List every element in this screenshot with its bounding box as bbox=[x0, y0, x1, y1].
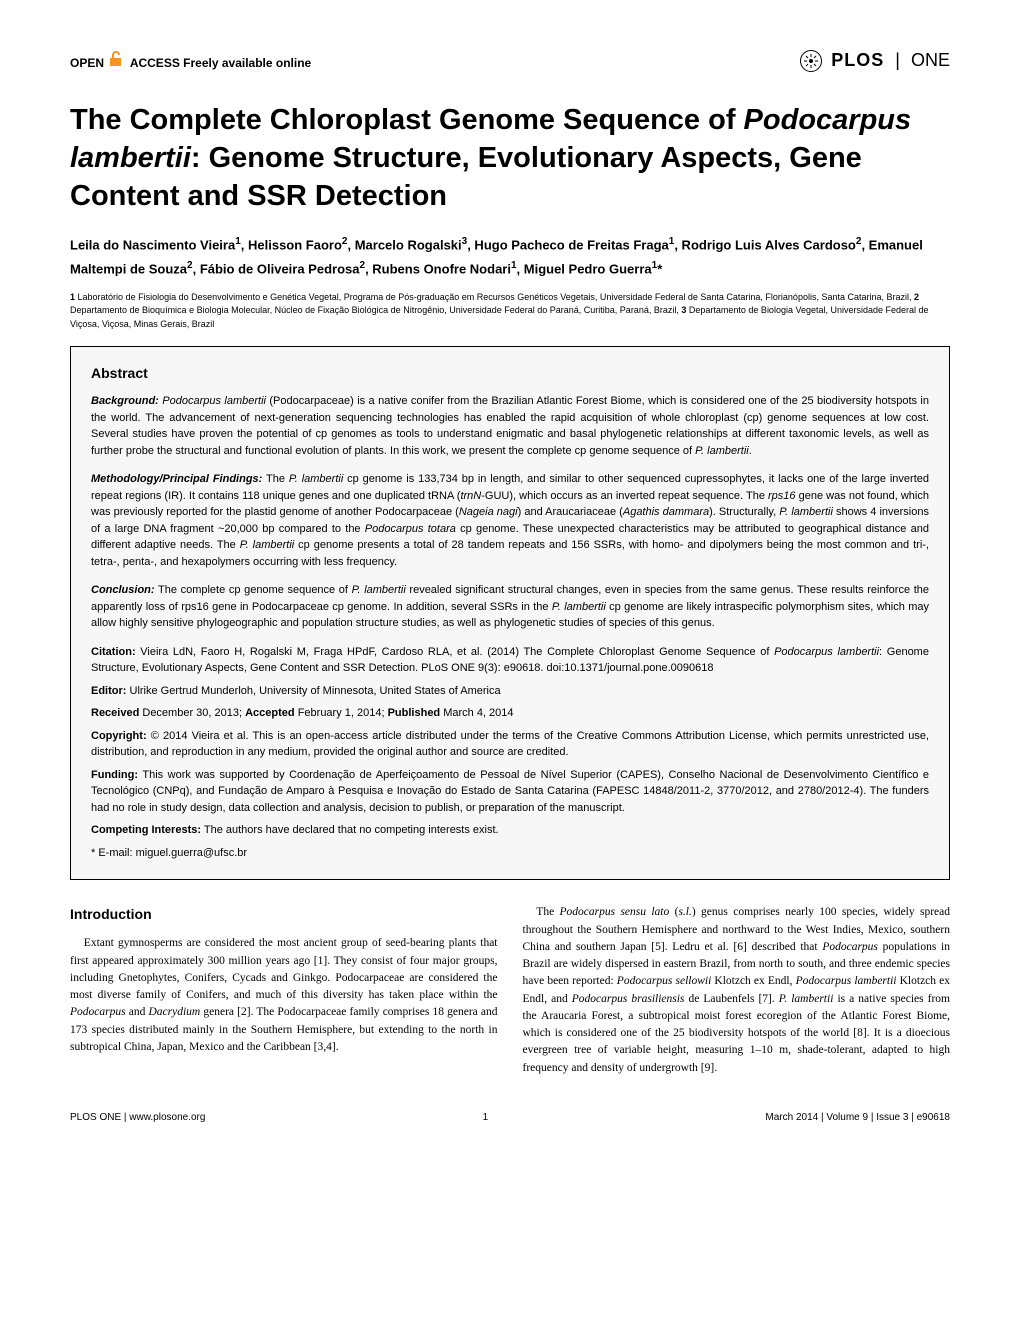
background-label: Background: bbox=[91, 395, 159, 407]
plos-text: PLOS bbox=[831, 50, 884, 70]
body-columns: Introduction Extant gymnosperms are cons… bbox=[70, 904, 950, 1077]
email-text: miguel.guerra@ufsc.br bbox=[133, 847, 248, 859]
title-part1: The Complete Chloroplast Genome Sequence… bbox=[70, 104, 744, 136]
plos-circle-icon bbox=[800, 50, 822, 72]
footer-left: PLOS ONE | www.plosone.org bbox=[70, 1112, 205, 1123]
plos-logo: PLOS | ONE bbox=[800, 50, 950, 72]
citation-text: Vieira LdN, Faoro H, Rogalski M, Fraga H… bbox=[91, 646, 929, 675]
meta-block: Citation: Vieira LdN, Faoro H, Rogalski … bbox=[91, 644, 929, 862]
plos-one-text: ONE bbox=[911, 50, 950, 70]
freely-text: Freely available online bbox=[183, 56, 311, 70]
copyright-text: © 2014 Vieira et al. This is an open-acc… bbox=[91, 730, 929, 759]
editor-text: Ulrike Gertrud Munderloh, University of … bbox=[126, 685, 500, 697]
page-header: OPEN ACCESS Freely available online PLOS… bbox=[70, 50, 950, 72]
email-label: * E-mail: bbox=[91, 847, 133, 859]
email: * E-mail: miguel.guerra@ufsc.br bbox=[91, 845, 929, 862]
access-text: ACCESS bbox=[130, 56, 180, 70]
dates: Received December 30, 2013; Accepted Feb… bbox=[91, 705, 929, 722]
accepted-text: February 1, 2014; bbox=[295, 707, 388, 719]
open-text: OPEN bbox=[70, 56, 104, 70]
abstract-background: Background: Podocarpus lambertii (Podoca… bbox=[91, 393, 929, 459]
conclusion-text: The complete cp genome sequence of P. la… bbox=[91, 584, 929, 629]
article-title: The Complete Chloroplast Genome Sequence… bbox=[70, 102, 950, 215]
column-left: Introduction Extant gymnosperms are cons… bbox=[70, 904, 498, 1077]
affil-text: Departamento de Bioquímica e Biologia Mo… bbox=[70, 305, 679, 315]
page-footer: PLOS ONE | www.plosone.org 1 March 2014 … bbox=[70, 1112, 950, 1123]
funding: Funding: This work was supported by Coor… bbox=[91, 767, 929, 817]
accepted-label: Accepted bbox=[245, 707, 295, 719]
citation: Citation: Vieira LdN, Faoro H, Rogalski … bbox=[91, 644, 929, 677]
background-text: Podocarpus lambertii (Podocarpaceae) is … bbox=[91, 395, 929, 457]
editor: Editor: Ulrike Gertrud Munderloh, Univer… bbox=[91, 683, 929, 700]
lock-icon bbox=[109, 54, 127, 71]
plos-divider: | bbox=[895, 50, 900, 70]
footer-center: 1 bbox=[483, 1112, 489, 1123]
affiliations: 1 Laboratório de Fisiologia do Desenvolv… bbox=[70, 291, 950, 332]
published-text: March 4, 2014 bbox=[440, 707, 513, 719]
introduction-heading: Introduction bbox=[70, 904, 498, 925]
intro-para-2: The Podocarpus sensu lato (s.l.) genus c… bbox=[523, 904, 951, 1077]
copyright-label: Copyright: bbox=[91, 730, 147, 742]
abstract-box: Abstract Background: Podocarpus lamberti… bbox=[70, 346, 950, 880]
editor-label: Editor: bbox=[91, 685, 126, 697]
competing: Competing Interests: The authors have de… bbox=[91, 822, 929, 839]
methodology-text: The P. lambertii cp genome is 133,734 bp… bbox=[91, 473, 929, 568]
received-text: December 30, 2013; bbox=[139, 707, 245, 719]
footer-right: March 2014 | Volume 9 | Issue 3 | e90618 bbox=[765, 1112, 950, 1123]
intro-para-1: Extant gymnosperms are considered the mo… bbox=[70, 935, 498, 1056]
abstract-conclusion: Conclusion: The complete cp genome seque… bbox=[91, 582, 929, 632]
abstract-heading: Abstract bbox=[91, 365, 929, 381]
competing-label: Competing Interests: bbox=[91, 824, 201, 836]
column-right: The Podocarpus sensu lato (s.l.) genus c… bbox=[523, 904, 951, 1077]
authors-list: Leila do Nascimento Vieira1, Helisson Fa… bbox=[70, 233, 950, 280]
citation-label: Citation: bbox=[91, 646, 136, 658]
methodology-label: Methodology/Principal Findings: bbox=[91, 473, 262, 485]
abstract-methodology: Methodology/Principal Findings: The P. l… bbox=[91, 471, 929, 570]
published-label: Published bbox=[388, 707, 441, 719]
open-access-badge: OPEN ACCESS Freely available online bbox=[70, 51, 311, 72]
conclusion-label: Conclusion: bbox=[91, 584, 155, 596]
funding-text: This work was supported by Coordenação d… bbox=[91, 769, 929, 814]
funding-label: Funding: bbox=[91, 769, 138, 781]
competing-text: The authors have declared that no compet… bbox=[201, 824, 499, 836]
received-label: Received bbox=[91, 707, 139, 719]
copyright: Copyright: © 2014 Vieira et al. This is … bbox=[91, 728, 929, 761]
affil-text: Laboratório de Fisiologia do Desenvolvim… bbox=[78, 292, 912, 302]
